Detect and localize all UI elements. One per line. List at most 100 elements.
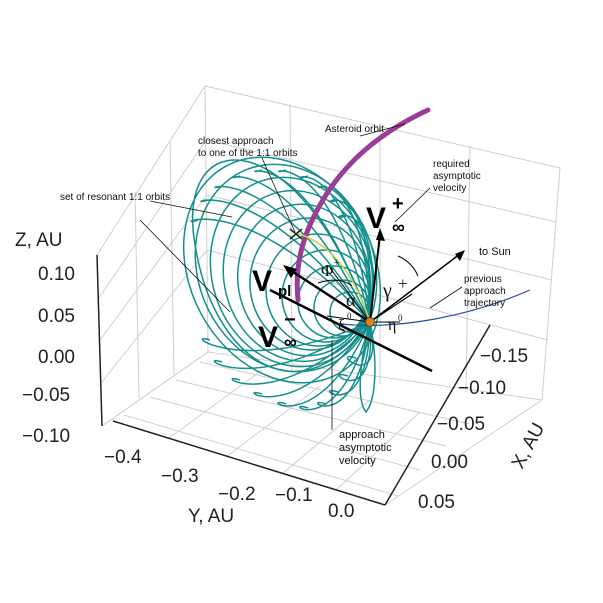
closest-approach-label: closest approach: [198, 136, 274, 147]
y-tick: −0.4: [104, 447, 142, 468]
resonant-orbit-meridian: [328, 321, 371, 396]
grid-line: [96, 85, 206, 256]
x-ticks: −0.15 −0.10 −0.05 0.00 0.05: [418, 346, 528, 513]
y-axis-label: Y, AU: [188, 506, 234, 527]
resonant-orbit-meridian: [213, 321, 371, 370]
angle-arc-gamma: [397, 255, 419, 277]
resonant-orbit-meridian: [299, 321, 371, 411]
x-axis-line: [384, 324, 491, 506]
x-tick: 0.00: [431, 452, 468, 473]
z-tick: 0.05: [38, 306, 75, 327]
resonant-orbit-meridian: [299, 175, 371, 323]
resonant-orbit-meridian: [191, 159, 371, 373]
approach-velocity-label-line3: velocity: [339, 455, 376, 467]
v-minus-subscript: ∞: [284, 332, 297, 352]
grid-line: [204, 85, 561, 169]
previous-trajectory-label-line3: trajectory: [464, 298, 505, 309]
resonant-orbit-meridian: [201, 321, 371, 352]
leader-lines: [139, 123, 463, 430]
resonant-orbit-meridian: [214, 185, 371, 323]
v-plus-arrowhead: [376, 228, 385, 241]
z-axis-line: [96, 254, 103, 427]
grid-line: [99, 194, 208, 341]
required-velocity-label-line3: velocity: [433, 183, 466, 194]
grid-line: [205, 139, 557, 223]
eta-label: η: [388, 317, 396, 334]
y-tick: −0.2: [218, 484, 256, 505]
v-minus-symbol: V: [258, 321, 278, 354]
grid-line: [335, 411, 421, 491]
z-tick: −0.05: [22, 385, 70, 406]
v-pl-vector: [286, 266, 371, 324]
resonant-orbit-meridian: [317, 185, 371, 323]
encounter-point-marker: [365, 317, 375, 327]
axis-spines: [96, 254, 491, 506]
to-sun-label: to Sun: [479, 246, 511, 258]
resonant-orbit-mesh: [182, 156, 382, 414]
y-tick: −0.3: [161, 466, 199, 487]
gamma-superscript: +: [398, 274, 408, 293]
grid-line: [281, 399, 371, 475]
z-tick: 0.00: [38, 347, 75, 368]
grid-line: [149, 396, 421, 471]
x-tick: 0.05: [418, 492, 455, 513]
xi-superscript: 0: [347, 311, 352, 321]
asteroid-orbit-curve: [294, 107, 431, 303]
resonant-orbit-meridian: [231, 321, 371, 385]
v-plus-symbol: V: [366, 202, 386, 235]
required-velocity-label-line2: asymptotic: [433, 171, 481, 182]
leader-required-velocity: [394, 187, 431, 223]
resonant-orbit-meridian: [232, 175, 371, 323]
resonant-orbit-meridian: [338, 321, 372, 382]
resonant-orbit-meridian: [346, 321, 374, 366]
leader-closest-approach: [261, 157, 296, 233]
resonant-orbit-meridian: [190, 218, 371, 323]
grid-line: [100, 249, 208, 384]
vector-symbols: V + ∞ V pl V − ∞: [252, 193, 405, 354]
annotations: Asteroid orbit closest approach to one o…: [60, 124, 511, 467]
leader-asteroid-orbit: [359, 123, 406, 137]
z-axis-label: Z, AU: [15, 230, 63, 251]
resonant-orbit-meridian: [359, 321, 376, 414]
grid-line: [101, 351, 209, 427]
grid-line: [98, 139, 207, 299]
z-ticks: 0.10 0.05 0.00 −0.05 −0.10: [22, 264, 75, 447]
x-axis-label: X, AU: [508, 420, 549, 473]
xi-label: ξ: [338, 317, 345, 334]
v-minus-line: [269, 288, 433, 373]
y-ticks: −0.4 −0.3 −0.2 −0.1 0.0: [104, 447, 354, 522]
approach-velocity-label: approach: [339, 429, 385, 441]
v-plus-vector: [369, 233, 381, 323]
grid-line: [169, 139, 175, 375]
required-velocity-label: required: [433, 159, 470, 170]
leader-previous-trajectory: [429, 286, 463, 309]
gamma-label: γ: [382, 280, 392, 302]
resonant-orbit-meridian: [200, 199, 371, 323]
resonant-orbit-meridian: [329, 199, 372, 323]
to-sun-vector: [369, 253, 461, 323]
x-tick: −0.15: [480, 346, 528, 367]
resonant-orbit-meridian: [253, 321, 371, 398]
angle-labels: Φ + γ + α ξ 0 η 0: [321, 258, 408, 334]
x-tick: −0.10: [458, 378, 506, 399]
previous-trajectory-label: previous: [464, 274, 502, 285]
grid-line: [123, 414, 399, 497]
approach-velocity-label-line2: asymptotic: [339, 442, 392, 454]
y-tick: −0.1: [275, 485, 313, 506]
grid-line: [175, 379, 447, 447]
resonant-orbit: [194, 163, 378, 373]
phi-label: Φ: [321, 261, 333, 280]
resonant-set-label: set of resonant 1:1 orbits: [60, 192, 170, 203]
v-plus-superscript: +: [392, 193, 404, 215]
grid-line: [384, 399, 543, 506]
angle-arc-phi: [317, 279, 353, 287]
vectors: [269, 228, 465, 373]
grid-line: [134, 191, 140, 399]
v-minus-superscript: −: [284, 309, 296, 331]
resonant-orbit-meridian: [278, 169, 371, 323]
grid-line: [541, 167, 561, 401]
grid-line: [167, 369, 263, 440]
grid-line: [225, 385, 321, 458]
closest-approach-marker: [289, 228, 303, 240]
closest-approach-label-line2: to one of the 1:1 orbits: [198, 148, 298, 159]
